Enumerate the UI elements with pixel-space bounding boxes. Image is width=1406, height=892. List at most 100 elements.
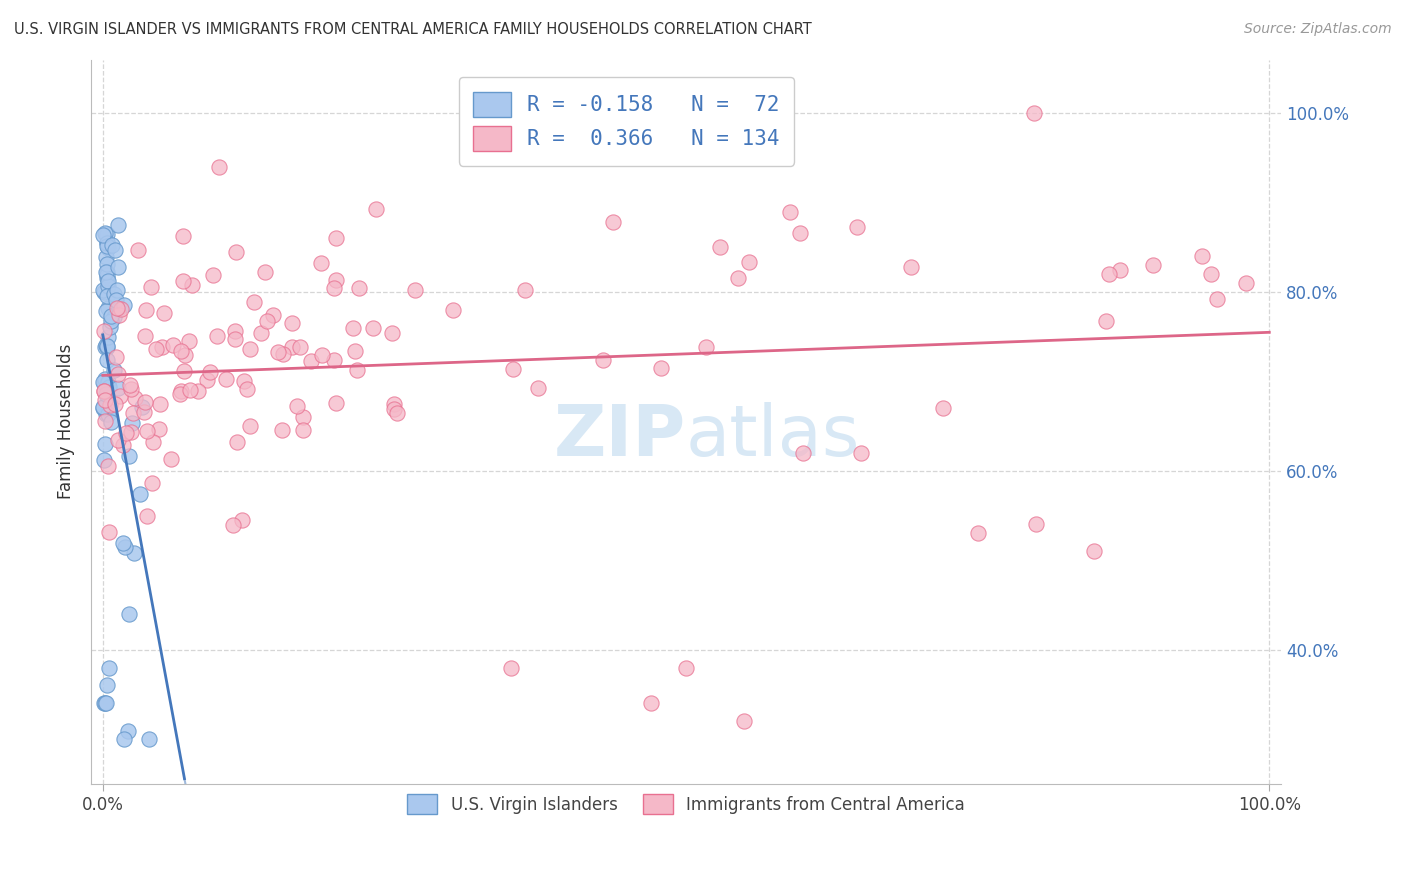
Point	[349, 281, 371, 295]
Point	[100, 310, 122, 324]
Point	[311, 347, 333, 361]
Point	[695, 340, 717, 354]
Point	[98, 320, 121, 334]
Point	[108, 388, 131, 402]
Point	[91, 227, 114, 242]
Point	[173, 364, 195, 378]
Point	[110, 302, 132, 317]
Point	[97, 279, 120, 293]
Point	[121, 416, 143, 430]
Point	[94, 392, 117, 407]
Point	[93, 376, 115, 390]
Point	[93, 384, 115, 398]
Point	[97, 330, 120, 344]
Point	[97, 301, 120, 315]
Point	[301, 354, 323, 368]
Point	[779, 205, 801, 219]
Point	[675, 660, 697, 674]
Point	[136, 424, 159, 438]
Point	[93, 340, 115, 354]
Point	[709, 240, 731, 254]
Point	[342, 321, 364, 335]
Point	[172, 228, 194, 243]
Point	[94, 303, 117, 318]
Point	[225, 244, 247, 259]
Point	[97, 376, 120, 390]
Point	[501, 660, 523, 674]
Point	[96, 385, 118, 400]
Point	[738, 255, 761, 269]
Text: U.S. VIRGIN ISLANDER VS IMMIGRANTS FROM CENTRAL AMERICA FAMILY HOUSEHOLDS CORREL: U.S. VIRGIN ISLANDER VS IMMIGRANTS FROM …	[14, 22, 811, 37]
Point	[1205, 292, 1227, 306]
Point	[727, 270, 749, 285]
Point	[105, 283, 128, 297]
Point	[1094, 314, 1116, 328]
Point	[107, 260, 129, 275]
Point	[253, 265, 276, 279]
Point	[96, 271, 118, 285]
Point	[236, 382, 259, 396]
Point	[966, 526, 988, 541]
Point	[162, 338, 184, 352]
Point	[153, 306, 176, 320]
Point	[96, 289, 118, 303]
Point	[224, 324, 246, 338]
Point	[195, 373, 218, 387]
Point	[382, 401, 405, 416]
Text: Source: ZipAtlas.com: Source: ZipAtlas.com	[1244, 22, 1392, 37]
Point	[309, 256, 332, 270]
Point	[103, 362, 125, 376]
Point	[172, 274, 194, 288]
Point	[97, 660, 120, 674]
Point	[131, 400, 153, 414]
Point	[124, 392, 146, 406]
Point	[592, 353, 614, 368]
Point	[271, 347, 294, 361]
Point	[280, 340, 302, 354]
Point	[249, 326, 271, 341]
Point	[174, 348, 197, 362]
Point	[1024, 106, 1046, 120]
Point	[97, 459, 120, 474]
Point	[346, 363, 368, 377]
Point	[96, 227, 118, 242]
Point	[1098, 267, 1121, 281]
Point	[100, 415, 122, 429]
Point	[94, 437, 117, 451]
Point	[1083, 544, 1105, 558]
Point	[404, 283, 426, 297]
Point	[1142, 258, 1164, 272]
Point	[93, 284, 115, 298]
Point	[198, 365, 221, 379]
Point	[187, 384, 209, 398]
Point	[205, 328, 228, 343]
Point	[91, 401, 114, 415]
Point	[96, 340, 118, 354]
Point	[515, 283, 537, 297]
Point	[93, 372, 115, 386]
Point	[138, 732, 160, 747]
Point	[129, 487, 152, 501]
Point	[107, 381, 129, 395]
Point	[107, 434, 129, 448]
Point	[267, 344, 290, 359]
Point	[134, 395, 156, 409]
Point	[96, 353, 118, 368]
Point	[115, 426, 138, 441]
Point	[96, 239, 118, 253]
Point	[97, 402, 120, 417]
Legend: U.S. Virgin Islanders, Immigrants from Central America: U.S. Virgin Islanders, Immigrants from C…	[395, 782, 976, 826]
Point	[139, 280, 162, 294]
Point	[208, 160, 231, 174]
Point	[650, 361, 672, 376]
Point	[789, 226, 811, 240]
Point	[134, 328, 156, 343]
Point	[1191, 249, 1213, 263]
Point	[112, 732, 135, 747]
Point	[291, 409, 314, 424]
Point	[104, 244, 127, 258]
Point	[231, 513, 253, 527]
Point	[96, 678, 118, 692]
Point	[382, 397, 405, 411]
Point	[96, 235, 118, 250]
